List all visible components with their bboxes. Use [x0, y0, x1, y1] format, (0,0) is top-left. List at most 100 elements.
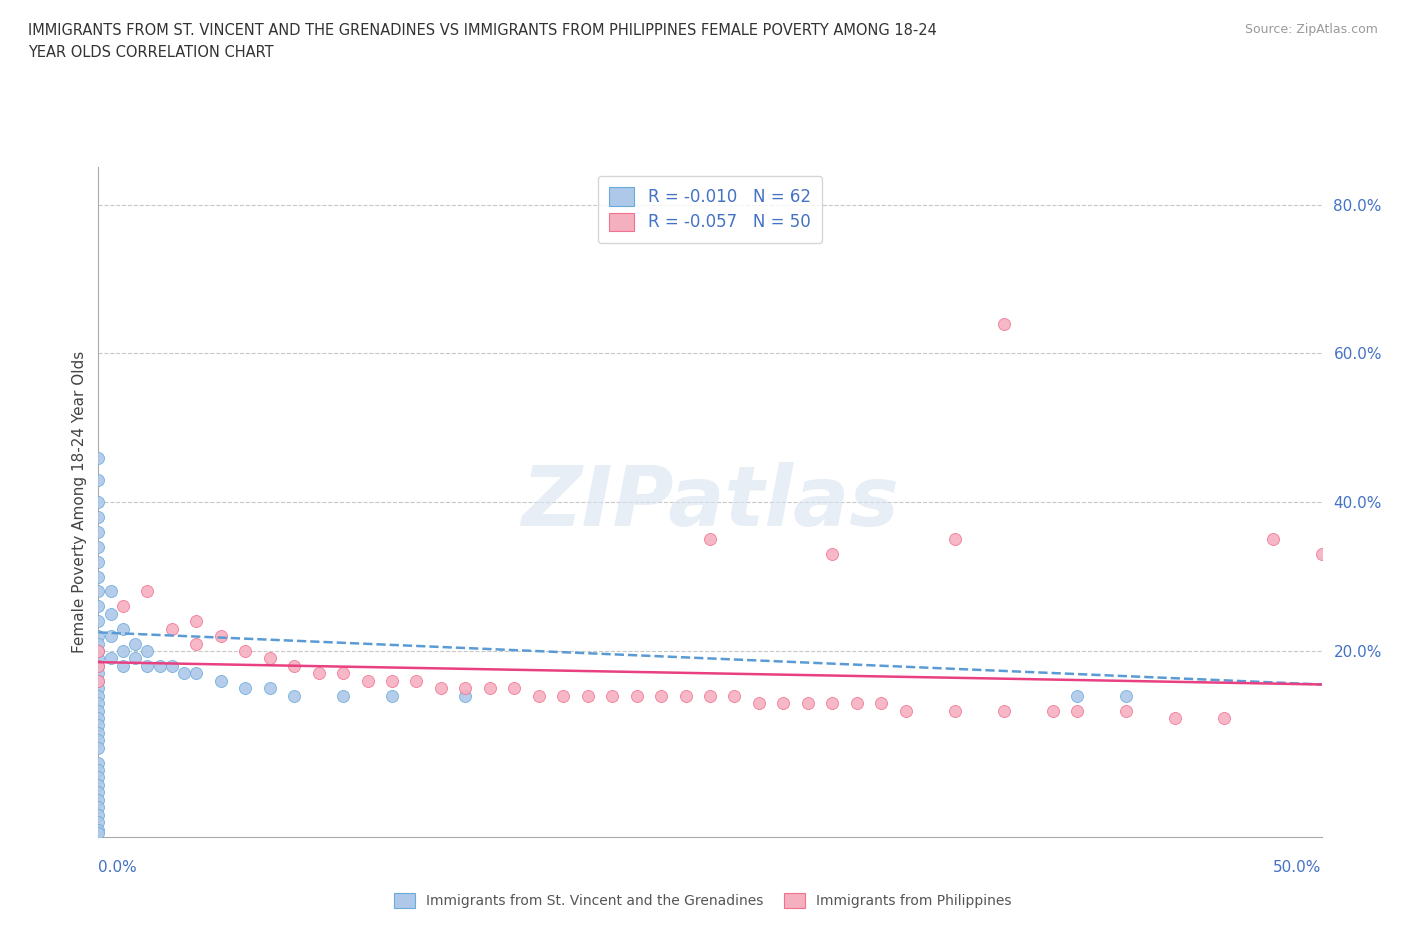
Point [209, 629, 232, 644]
Point [993, 316, 1015, 331]
Point [748, 696, 770, 711]
Point [87, 614, 110, 629]
Point [650, 688, 672, 703]
Point [87, 807, 110, 822]
Point [87, 658, 110, 673]
Point [87, 450, 110, 465]
Point [111, 621, 134, 636]
Point [173, 666, 195, 681]
Point [87, 644, 110, 658]
Point [87, 740, 110, 755]
Legend: R = -0.010   N = 62, R = -0.057   N = 50: R = -0.010 N = 62, R = -0.057 N = 50 [598, 176, 823, 243]
Point [87, 815, 110, 830]
Point [111, 599, 134, 614]
Point [845, 696, 868, 711]
Point [454, 681, 477, 696]
Point [675, 688, 697, 703]
Text: IMMIGRANTS FROM ST. VINCENT AND THE GRENADINES VS IMMIGRANTS FROM PHILIPPINES FE: IMMIGRANTS FROM ST. VINCENT AND THE GREN… [28, 23, 936, 38]
Point [233, 644, 256, 658]
Point [87, 629, 110, 644]
Point [136, 584, 159, 599]
Point [87, 673, 110, 688]
Point [87, 666, 110, 681]
Point [1042, 703, 1064, 718]
Point [797, 696, 820, 711]
Point [527, 688, 550, 703]
Point [723, 688, 745, 703]
Point [111, 644, 134, 658]
Point [186, 636, 208, 651]
Point [332, 688, 354, 703]
Point [87, 658, 110, 673]
Point [87, 711, 110, 725]
Point [478, 681, 501, 696]
Point [381, 688, 404, 703]
Point [576, 688, 599, 703]
Point [600, 688, 623, 703]
Point [870, 696, 893, 711]
Point [100, 584, 122, 599]
Point [87, 725, 110, 740]
Point [259, 651, 281, 666]
Point [87, 800, 110, 815]
Point [87, 688, 110, 703]
Point [87, 822, 110, 837]
Point [1066, 703, 1088, 718]
Point [186, 666, 208, 681]
Point [993, 703, 1015, 718]
Point [87, 718, 110, 733]
Point [821, 696, 844, 711]
Point [87, 733, 110, 748]
Point [1066, 688, 1088, 703]
Point [149, 658, 172, 673]
Point [553, 688, 575, 703]
Text: YEAR OLDS CORRELATION CHART: YEAR OLDS CORRELATION CHART [28, 45, 274, 60]
Point [87, 792, 110, 807]
Point [283, 658, 305, 673]
Point [894, 703, 917, 718]
Point [1212, 711, 1234, 725]
Point [821, 547, 844, 562]
Point [100, 606, 122, 621]
Point [160, 621, 183, 636]
Point [124, 651, 146, 666]
Point [87, 584, 110, 599]
Point [772, 696, 794, 711]
Point [699, 688, 721, 703]
Point [233, 681, 256, 696]
Point [332, 666, 354, 681]
Point [87, 554, 110, 569]
Point [430, 681, 453, 696]
Point [356, 673, 378, 688]
Text: 0.0%: 0.0% [98, 860, 138, 875]
Point [1115, 688, 1137, 703]
Point [87, 755, 110, 770]
Point [87, 472, 110, 487]
Point [87, 785, 110, 800]
Point [87, 539, 110, 554]
Point [943, 703, 966, 718]
Legend: Immigrants from St. Vincent and the Grenadines, Immigrants from Philippines: Immigrants from St. Vincent and the Gren… [388, 888, 1018, 914]
Point [1164, 711, 1187, 725]
Point [1261, 532, 1284, 547]
Point [100, 651, 122, 666]
Point [1115, 703, 1137, 718]
Point [87, 569, 110, 584]
Point [87, 770, 110, 785]
Point [87, 525, 110, 539]
Point [87, 696, 110, 711]
Point [87, 681, 110, 696]
Point [209, 673, 232, 688]
Point [283, 688, 305, 703]
Point [699, 532, 721, 547]
Point [454, 688, 477, 703]
Point [111, 658, 134, 673]
Point [124, 636, 146, 651]
Point [1310, 547, 1333, 562]
Point [136, 644, 159, 658]
Point [87, 673, 110, 688]
Point [87, 495, 110, 510]
Point [308, 666, 330, 681]
Text: ZIPatlas: ZIPatlas [522, 461, 898, 543]
Y-axis label: Female Poverty Among 18-24 Year Olds: Female Poverty Among 18-24 Year Olds [72, 352, 87, 654]
